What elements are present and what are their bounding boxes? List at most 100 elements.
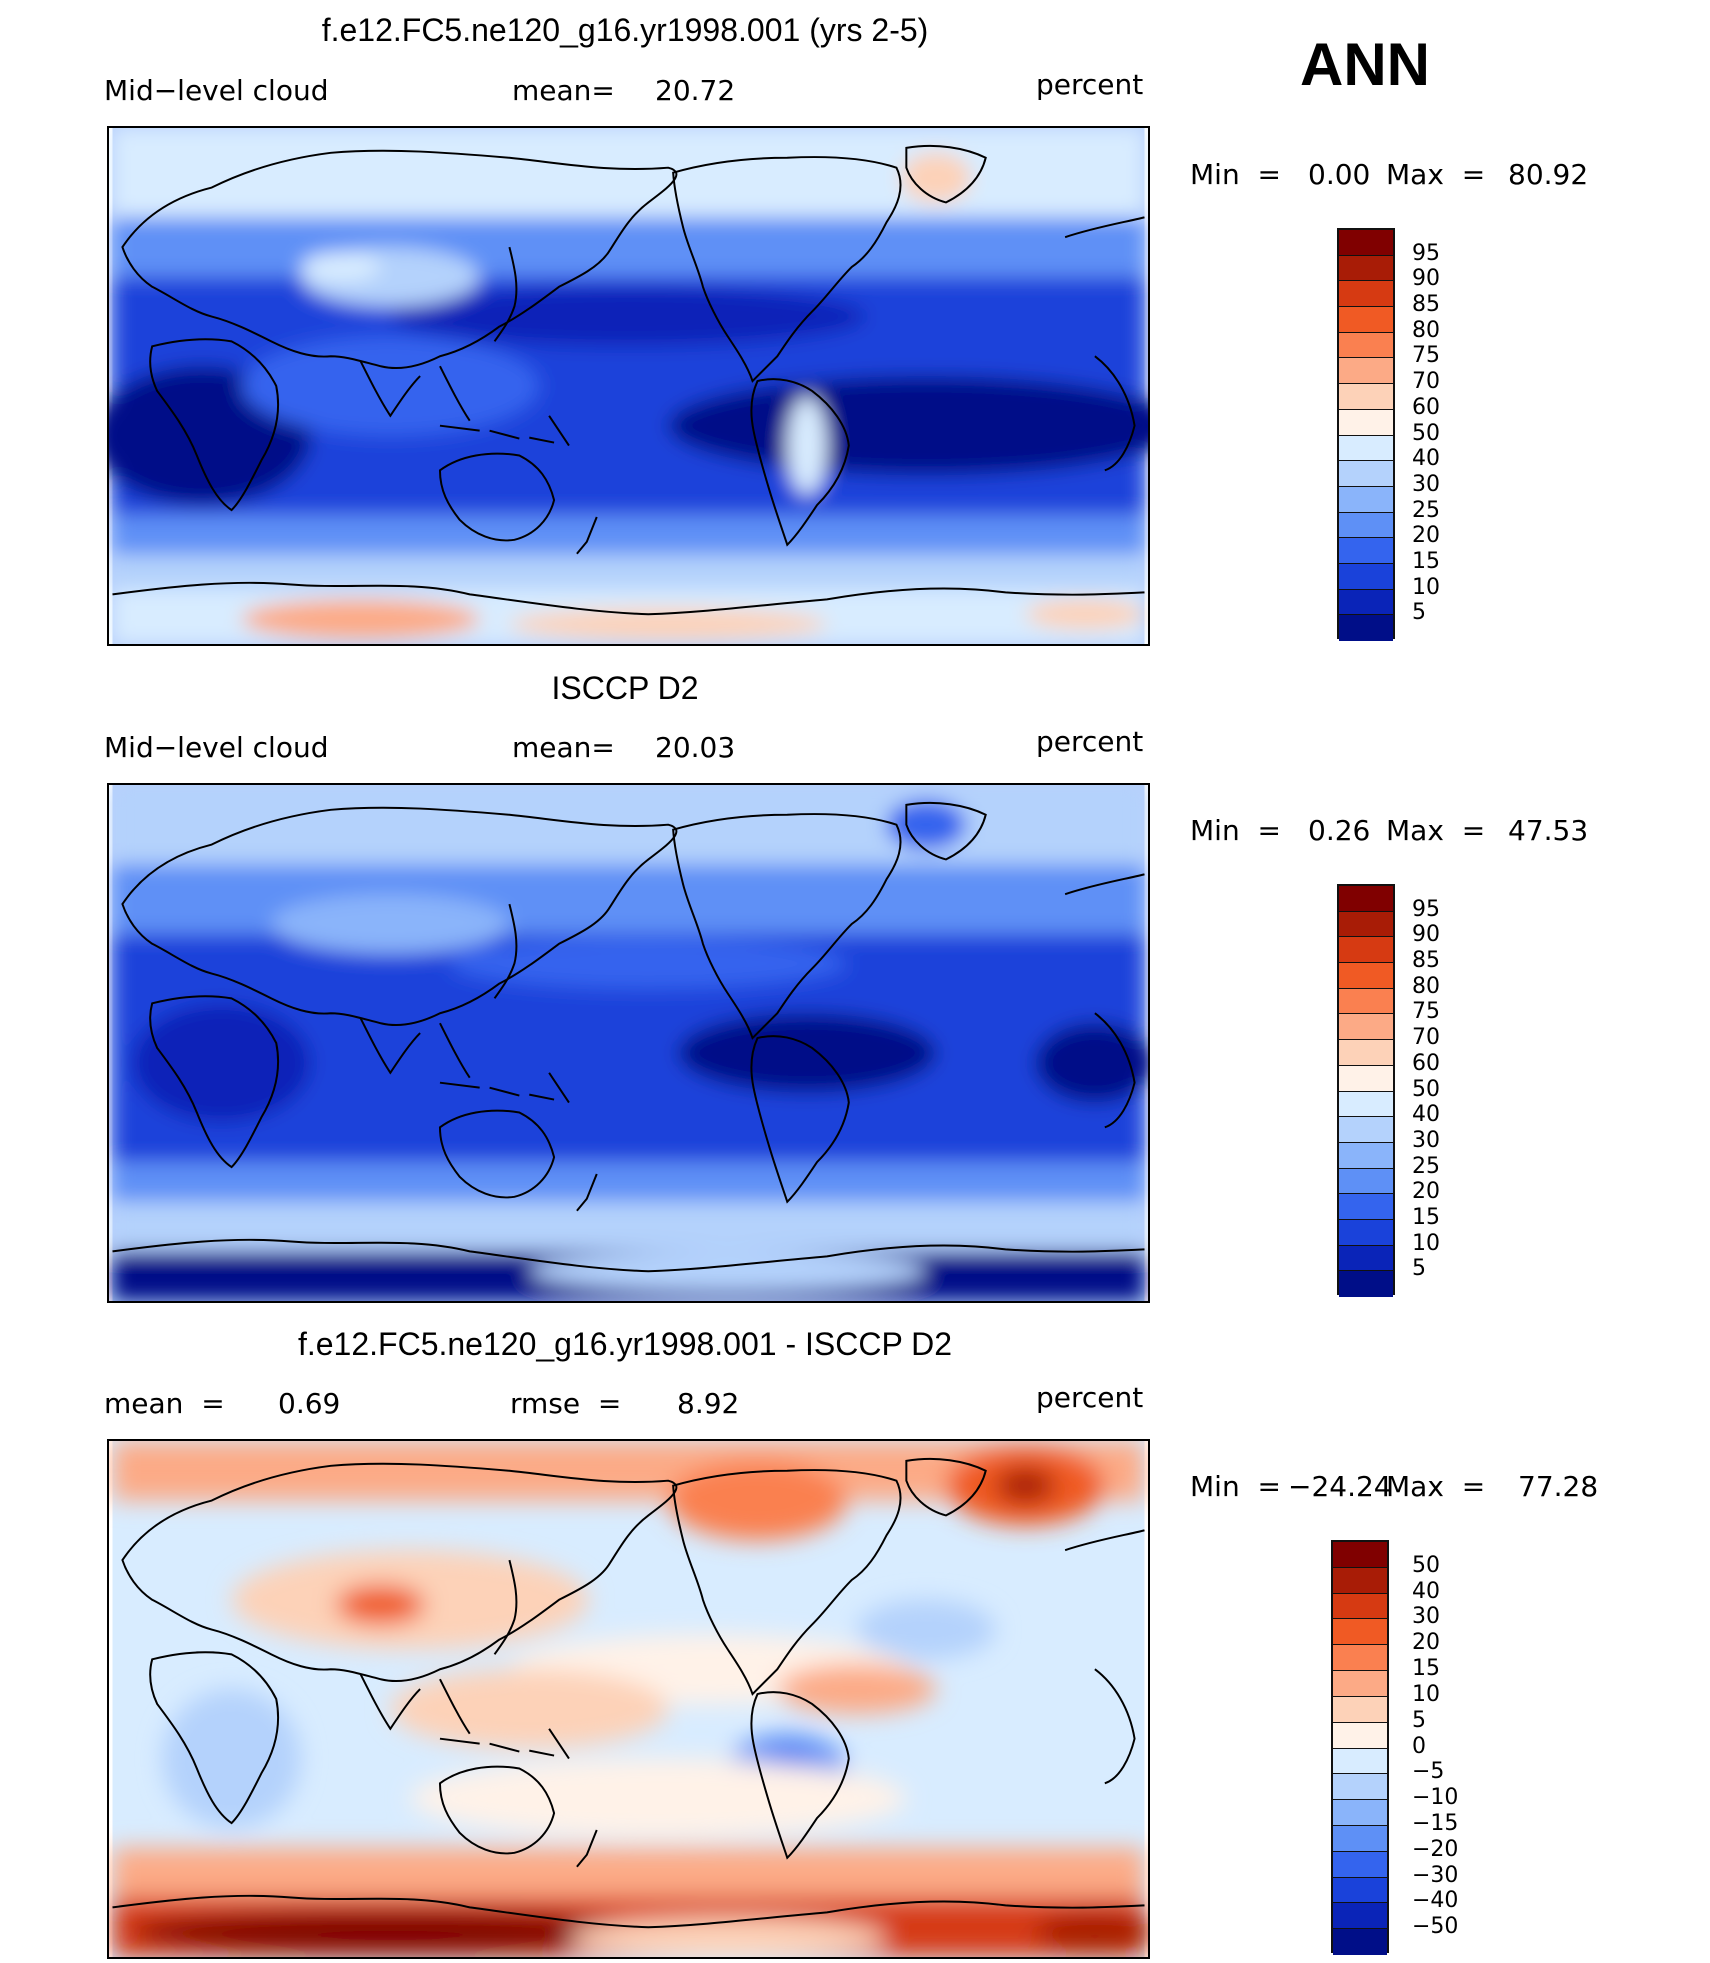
panel-2-colorbar [1337, 884, 1395, 1297]
colorbar-swatch [1339, 1091, 1393, 1118]
colorbar-swatch [1339, 1065, 1393, 1092]
panel-2-max-value: 47.53 [1508, 814, 1589, 847]
panel-1-max-label: Max = [1386, 158, 1486, 191]
panel-1-mean-value: 20.72 [655, 74, 736, 107]
colorbar-label: 80 [1412, 973, 1440, 999]
colorbar-label: 90 [1412, 266, 1440, 292]
panel-3-min-value: −24.24 [1288, 1470, 1392, 1503]
colorbar-swatch [1333, 1722, 1387, 1749]
colorbar-label: 30 [1412, 471, 1440, 497]
colorbar-label: 25 [1412, 1153, 1440, 1179]
colorbar-swatch [1333, 1748, 1387, 1775]
colorbar-label: 60 [1412, 1050, 1440, 1076]
panel-2-map [107, 783, 1150, 1303]
colorbar-swatch [1339, 988, 1393, 1015]
colorbar-swatch [1333, 1851, 1387, 1878]
colorbar-swatch [1339, 1245, 1393, 1272]
colorbar-swatch [1333, 1825, 1387, 1852]
colorbar-label: −15 [1412, 1810, 1459, 1836]
panel-1-title: f.e12.FC5.ne120_g16.yr1998.001 (yrs 2-5) [321, 12, 929, 48]
colorbar-label: 5 [1412, 1256, 1426, 1282]
season-label: ANN [1300, 31, 1430, 98]
colorbar-label: 95 [1412, 896, 1440, 922]
panel-1-min-label: Min = [1190, 158, 1281, 191]
colorbar-swatch [1339, 1219, 1393, 1246]
colorbar-swatch [1333, 1903, 1387, 1930]
colorbar-label: 15 [1412, 1656, 1440, 1682]
colorbar-label: 0 [1412, 1733, 1426, 1759]
panel-2-max-label: Max = [1386, 814, 1486, 847]
panel-3-max-label: Max = [1386, 1470, 1486, 1503]
panel-2-min-label: Min = [1190, 814, 1281, 847]
colorbar-swatch [1339, 255, 1393, 282]
colorbar-swatch [1333, 1929, 1387, 1955]
colorbar-swatch [1339, 281, 1393, 308]
colorbar-swatch [1333, 1593, 1387, 1620]
colorbar-label: 10 [1412, 1230, 1440, 1256]
colorbar-swatch [1339, 1142, 1393, 1169]
colorbar-swatch [1339, 435, 1393, 462]
colorbar-label: 30 [1412, 1127, 1440, 1153]
panel-3-mean-value: 0.69 [278, 1387, 341, 1420]
panel-1-min-value: 0.00 [1308, 158, 1371, 191]
colorbar-swatch [1339, 384, 1393, 410]
colorbar-label: 90 [1412, 922, 1440, 948]
colorbar-label: 40 [1412, 446, 1440, 472]
colorbar-swatch [1339, 1168, 1393, 1195]
panel-3-rmse-label: rmse = [510, 1387, 622, 1420]
colorbar-label: 70 [1412, 369, 1440, 395]
colorbar-swatch [1339, 615, 1393, 641]
panel-2-min-value: 0.26 [1308, 814, 1371, 847]
colorbar-swatch [1339, 963, 1393, 989]
colorbar-label: −50 [1412, 1914, 1459, 1940]
panel-1-mean-label: mean= [512, 74, 615, 107]
colorbar-swatch [1339, 1194, 1393, 1220]
colorbar-swatch [1339, 1271, 1393, 1297]
colorbar-swatch [1339, 486, 1393, 513]
colorbar-swatch [1339, 937, 1393, 964]
colorbar-label: 40 [1412, 1102, 1440, 1128]
colorbar-swatch [1339, 589, 1393, 616]
panel-1-units: percent [1036, 68, 1144, 101]
colorbar-swatch [1339, 512, 1393, 539]
panel-2-title: ISCCP D2 [551, 670, 699, 706]
colorbar-label: 20 [1412, 1630, 1440, 1656]
panel-3-min-label: Min = [1190, 1470, 1281, 1503]
colorbar-swatch [1339, 538, 1393, 564]
colorbar-label: 5 [1412, 600, 1426, 626]
colorbar-label: 40 [1412, 1578, 1440, 1604]
colorbar-label: −20 [1412, 1836, 1459, 1862]
panel-3-mean-label: mean = [104, 1387, 225, 1420]
panel-1-map-graphic [109, 128, 1148, 644]
panel-1-map [107, 126, 1150, 646]
colorbar-swatch [1339, 307, 1393, 333]
colorbar-swatch [1339, 563, 1393, 590]
colorbar-label: 50 [1412, 420, 1440, 446]
colorbar-swatch [1339, 886, 1393, 912]
colorbar-label: 15 [1412, 548, 1440, 574]
colorbar-swatch [1333, 1877, 1387, 1904]
colorbar-swatch [1339, 1117, 1393, 1143]
panel-2-variable-label: Mid−level cloud [104, 731, 329, 764]
colorbar-label: 85 [1412, 948, 1440, 974]
colorbar-swatch [1339, 1040, 1393, 1066]
colorbar-swatch [1339, 911, 1393, 938]
panel-3-colorbar [1331, 1540, 1389, 1955]
colorbar-label: 70 [1412, 1025, 1440, 1051]
colorbar-swatch [1333, 1619, 1387, 1646]
colorbar-swatch [1333, 1645, 1387, 1672]
panel-1-variable-label: Mid−level cloud [104, 74, 329, 107]
colorbar-swatch [1339, 358, 1393, 385]
colorbar-label: 30 [1412, 1604, 1440, 1630]
colorbar-swatch [1333, 1542, 1387, 1568]
colorbar-label: −10 [1412, 1785, 1459, 1811]
colorbar-swatch [1333, 1696, 1387, 1723]
colorbar-label: 80 [1412, 317, 1440, 343]
colorbar-label: 85 [1412, 292, 1440, 318]
panel-2-map-graphic [111, 785, 1148, 1301]
colorbar-swatch [1333, 1800, 1387, 1826]
colorbar-label: 20 [1412, 523, 1440, 549]
panel-2-units: percent [1036, 725, 1144, 758]
panel-3-map-graphic [111, 1441, 1148, 1957]
colorbar-swatch [1339, 1014, 1393, 1041]
